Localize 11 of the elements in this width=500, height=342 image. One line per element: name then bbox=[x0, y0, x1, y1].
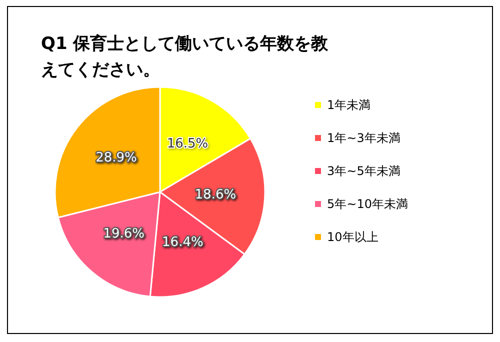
chart-title: Q1 保育士として働いている年数を教えてください。 bbox=[41, 33, 330, 80]
data-label: 16.5% bbox=[166, 136, 208, 152]
legend-label: 1年未満 bbox=[327, 98, 371, 112]
legend-label: 3年~5年未満 bbox=[327, 164, 400, 178]
data-label: 28.9% bbox=[96, 150, 137, 166]
data-label: 16.4% bbox=[162, 235, 204, 250]
legend-label: 1年~3年未満 bbox=[327, 131, 400, 145]
legend-label: 10年以上 bbox=[327, 230, 378, 244]
data-label: 18.6% bbox=[194, 187, 236, 202]
legend-label: 5年~10年未満 bbox=[327, 197, 408, 211]
data-label: 19.6% bbox=[103, 226, 144, 242]
